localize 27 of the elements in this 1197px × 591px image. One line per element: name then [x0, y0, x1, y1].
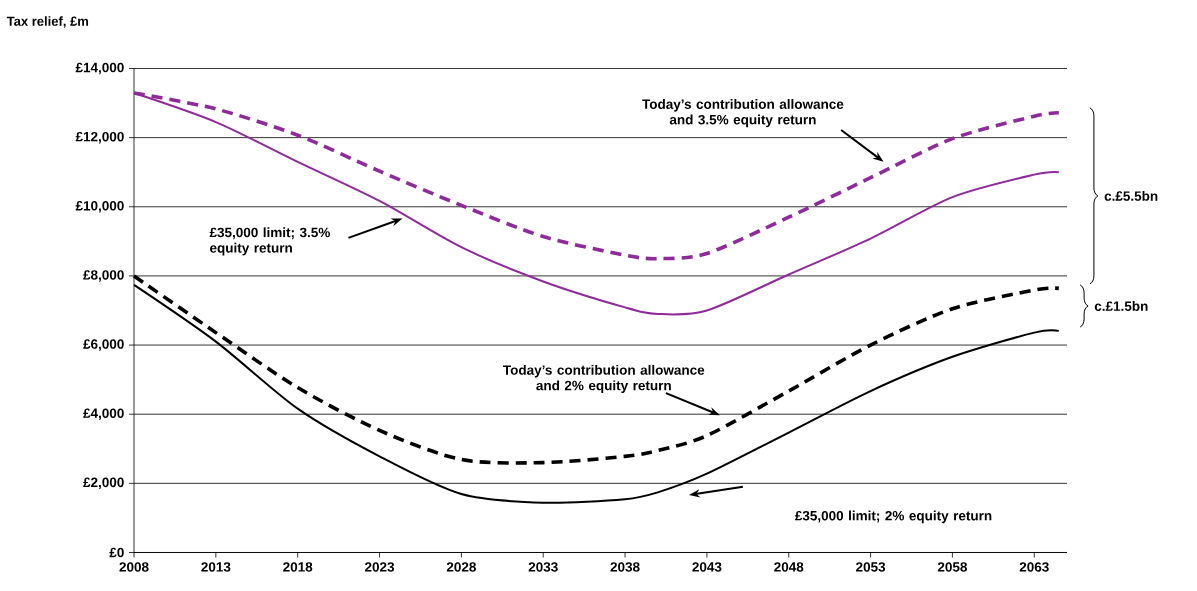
annotation: £35,000 limit; 2% equity return: [794, 510, 992, 524]
y-tick-label: £10,000: [75, 201, 124, 213]
y-tick-label: £8,000: [83, 270, 124, 282]
x-tick-label: 2008: [119, 562, 149, 572]
text: c.£1.5bn: [1094, 301, 1148, 311]
x-tick-label: 2028: [446, 562, 476, 572]
y-tick-label: £0: [109, 547, 124, 558]
x-tick-label: 2053: [856, 562, 886, 572]
y-tick-label: £6,000: [83, 339, 124, 351]
annotation: £35,000 limit; 3.5% equity return: [209, 227, 330, 256]
text: c.£5.5bn: [1104, 190, 1158, 201]
y-tick-label: £4,000: [83, 408, 124, 420]
x-tick-label: 2043: [692, 562, 722, 572]
y-tick-label: £14,000: [75, 62, 124, 75]
annotation: Today’s contribution allowance and 2% equity return: [503, 364, 705, 393]
x-tick-label: 2048: [774, 562, 804, 572]
x-tick-label: 2013: [201, 562, 231, 572]
x-tick-label: 2033: [528, 562, 558, 572]
x-tick-label: 2058: [937, 562, 968, 572]
x-tick-label: 2023: [364, 562, 395, 572]
x-tick-label: 2063: [1019, 562, 1049, 572]
annotation: Today’s contribution allowance and 3.5% equity return: [642, 99, 844, 128]
y-tick-label: £12,000: [75, 131, 124, 144]
x-tick-label: 2018: [283, 562, 313, 572]
x-tick-label: 2038: [610, 562, 640, 572]
y-axis-title: Tax relief, £m: [6, 16, 89, 28]
y-tick-label: £2,000: [83, 477, 124, 490]
